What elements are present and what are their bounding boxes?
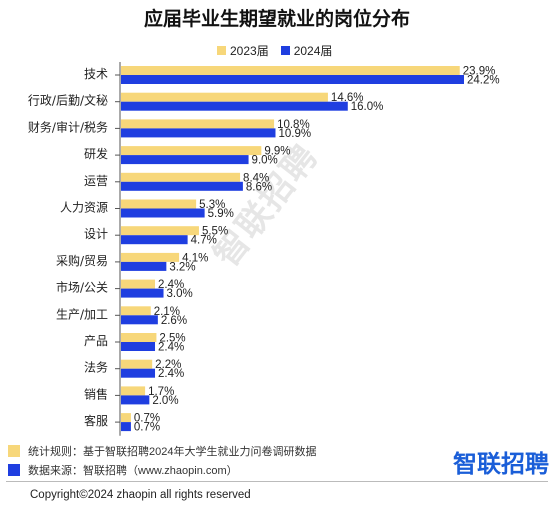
category-label: 设计 — [84, 227, 108, 241]
bar-2024届 — [121, 368, 156, 378]
bar-2024届 — [121, 261, 167, 271]
bar-2023届 — [121, 359, 153, 369]
bar-2023届 — [121, 172, 241, 182]
data-label: 5.3% — [199, 199, 225, 211]
data-label: 8.6% — [246, 181, 272, 193]
data-label: 24.2% — [467, 75, 500, 87]
data-label: 0.7% — [134, 413, 160, 425]
footnote-rule: 统计规则：基于智联招聘2024年大学生就业力问卷调研数据 — [8, 443, 316, 459]
bar-2023届 — [121, 306, 151, 316]
data-label: 9.0% — [252, 155, 278, 167]
category-label: 法务 — [84, 360, 108, 375]
bar-2023届 — [121, 92, 328, 102]
data-label: 9.9% — [264, 146, 290, 158]
bar-2024届 — [121, 101, 348, 111]
bar-2023届 — [121, 279, 156, 289]
data-label: 16.0% — [351, 101, 384, 113]
legend-swatch-2024 — [280, 45, 290, 55]
category-label: 技术 — [84, 67, 108, 81]
data-label: 14.6% — [331, 92, 364, 104]
category-label: 市场/公关 — [56, 280, 108, 295]
legend-label-2024: 2024届 — [293, 43, 333, 58]
data-label: 10.9% — [278, 128, 311, 140]
footnote-swatch-2024 — [8, 464, 20, 476]
data-label: 2.2% — [155, 359, 181, 371]
bar-2024届 — [121, 128, 276, 138]
footnote-source: 数据来源：智联招聘（www.zhaopin.com） — [8, 462, 238, 478]
category-label: 销售 — [84, 386, 108, 401]
category-label: 人力资源 — [60, 201, 108, 215]
bar-2023届 — [121, 333, 157, 342]
data-label: 5.9% — [208, 208, 234, 220]
zhaopin-logo: 智联招聘 — [453, 450, 549, 478]
data-label: 3.0% — [167, 288, 193, 300]
bar-2024届 — [121, 181, 243, 191]
data-label: 2.4% — [158, 368, 184, 380]
copyright: Copyright©2024 zhaopin all rights reserv… — [30, 489, 251, 501]
chart-title: 应届毕业生期望就业的岗位分布 — [143, 8, 410, 30]
category-label: 采购/贸易 — [56, 253, 108, 268]
bar-2023届 — [121, 386, 146, 396]
legend-label-2023: 2023届 — [230, 43, 269, 58]
legend-item-2024: 2024届 — [280, 42, 333, 59]
data-label: 10.8% — [277, 119, 310, 131]
data-label: 4.7% — [191, 235, 217, 247]
data-label: 3.2% — [169, 261, 195, 273]
bar-2023届 — [121, 413, 131, 423]
bar-2024届 — [121, 315, 158, 325]
bar-2023届 — [121, 66, 460, 75]
bar-2023届 — [121, 226, 199, 236]
footnote-swatch-2023 — [8, 445, 20, 457]
legend-swatch-2023 — [217, 45, 226, 55]
bar-2024届 — [121, 395, 150, 405]
bar-2023届 — [121, 119, 275, 129]
data-label: 2.0% — [152, 395, 178, 407]
bar-2024届 — [121, 422, 131, 432]
divider — [6, 481, 548, 482]
legend-item-2023: 2023届 — [217, 42, 269, 59]
category-label: 财务/审计/税务 — [28, 119, 108, 134]
category-label: 客服 — [84, 413, 108, 428]
data-label: 2.1% — [154, 306, 180, 318]
data-label: 2.6% — [161, 315, 187, 327]
bar-chart: 技术 23.9%24.2% 行政/后勤/文秘 14.6%16.0% 财务/审计/税务 10… — [28, 62, 500, 436]
data-label: 5.5% — [202, 226, 228, 238]
category-label: 运营 — [84, 174, 108, 188]
bar-2023届 — [121, 252, 180, 262]
data-label: 23.9% — [463, 66, 496, 78]
bar-2024届 — [121, 208, 205, 218]
category-label: 研发 — [84, 146, 108, 161]
bar-2023届 — [121, 199, 197, 209]
footnote-rule-text: 统计规则：基于智联招聘2024年大学生就业力问卷调研数据 — [28, 446, 317, 458]
legend: 2023届 2024届 — [217, 42, 332, 58]
data-label: 0.7% — [134, 422, 160, 434]
bar-2024届 — [121, 342, 156, 351]
bar-2024届 — [121, 288, 164, 298]
data-label: 2.4% — [158, 279, 184, 291]
bar-2023届 — [121, 146, 262, 156]
data-label: 4.1% — [182, 252, 208, 264]
data-label: 2.5% — [159, 333, 185, 345]
bar-2024届 — [121, 75, 464, 84]
data-label: 2.4% — [158, 342, 184, 354]
category-label: 生产/加工 — [56, 307, 108, 321]
data-label: 8.4% — [243, 172, 269, 184]
data-label: 1.7% — [148, 386, 174, 398]
category-label: 行政/后勤/文秘 — [28, 93, 108, 108]
category-label: 产品 — [84, 334, 108, 348]
footnote-source-text: 数据来源：智联招聘（www.zhaopin.com） — [28, 465, 238, 477]
bar-2024届 — [121, 235, 188, 245]
bar-2024届 — [121, 155, 249, 165]
